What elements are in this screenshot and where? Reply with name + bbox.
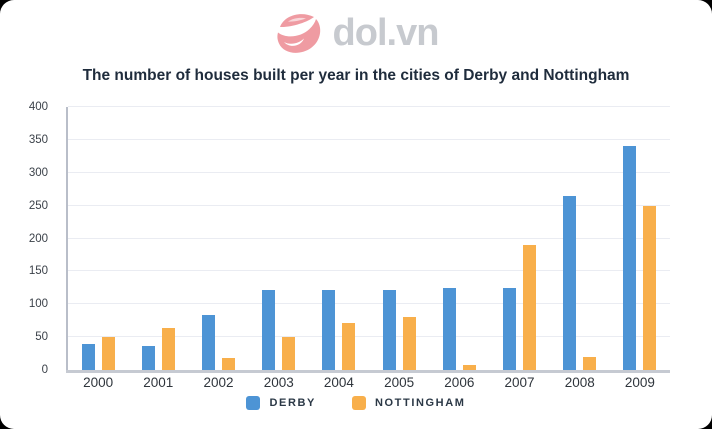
gridline [68,237,670,239]
y-axis-labels: 0 50 100 150 200 250 300 350 400 [0,101,58,376]
x-axis-label: 2003 [263,375,294,390]
bar-group [369,107,429,370]
dol-logo: dol.vn [0,10,712,56]
y-axis-tick-label: 50 [35,331,48,344]
y-axis-tick-label: 350 [28,133,48,146]
bar-group [429,107,489,370]
bar-nottingham [342,322,356,370]
gridline [68,138,670,140]
bar-nottingham [643,205,657,370]
bar-derby [442,288,456,370]
bar-group [249,107,309,370]
bar-nottingham [583,356,597,370]
y-axis-tick-label: 150 [28,265,48,278]
bar-nottingham [161,327,175,370]
y-axis-tick-label: 250 [28,199,48,212]
bar-group [188,107,248,370]
x-axis-label: 2009 [624,375,655,390]
bar-groups [68,107,670,370]
dol-logo-text: dol.vn [332,12,440,54]
dol-swoosh-icon [276,14,320,53]
x-axis-label: 2000 [83,375,114,390]
bar-nottingham [282,337,296,370]
bar-derby [202,314,215,370]
bar-derby [141,345,155,370]
gridline [68,106,670,107]
bar-derby [322,289,336,370]
legend-label: DERBY [269,397,316,409]
y-axis-tick-label: 100 [28,298,48,311]
bar-group [610,107,670,370]
x-axis-labels: 2000 2001 2002 2003 2004 2005 2006 2007 2008 2009 [68,375,670,390]
x-axis-label: 2002 [203,375,234,390]
y-axis-tick-label: 300 [28,166,48,179]
x-axis-label: 2005 [384,375,415,390]
bar-group [489,107,549,370]
x-axis-label: 2008 [564,375,595,390]
y-axis-tick-label: 400 [28,101,48,113]
x-axis-label: 2001 [143,375,174,390]
bar-group [128,107,188,370]
bar-derby [382,289,396,370]
bar-derby [81,343,95,370]
legend-swatch-nottingham [351,396,366,410]
bar-group [550,107,610,370]
legend-swatch-derby [246,396,261,410]
legend-item-nottingham: NOTTINGHAM [351,396,466,410]
bar-derby [503,288,517,370]
x-axis-label: 2006 [444,375,475,390]
bar-group [309,107,369,370]
bar-group [68,107,128,370]
bar-nottingham [101,337,115,370]
legend-item-derby: DERBY [246,396,316,410]
gridline [68,171,670,173]
bar-derby [262,289,276,370]
gridline [68,204,670,206]
gridline [68,303,670,305]
bar-derby [563,195,577,370]
x-axis-label: 2004 [323,375,354,390]
y-axis-tick-label: 0 [41,364,48,376]
x-axis-line [66,370,670,373]
legend-label: NOTTINGHAM [374,397,466,409]
x-axis-label: 2007 [504,375,535,390]
bar-nottingham [462,364,476,370]
y-axis-tick-label: 200 [28,232,48,245]
bar-derby [623,146,637,370]
gridline [68,336,670,338]
bar-nottingham [222,358,235,370]
chart-title: The number of houses built per year in t… [82,67,630,84]
y-axis-line [66,107,68,370]
gridline [68,270,670,272]
bar-nottingham [402,317,416,370]
legend: DERBY NOTTINGHAM [0,396,712,410]
plot-area [66,106,670,373]
bar-nottingham [523,245,537,370]
